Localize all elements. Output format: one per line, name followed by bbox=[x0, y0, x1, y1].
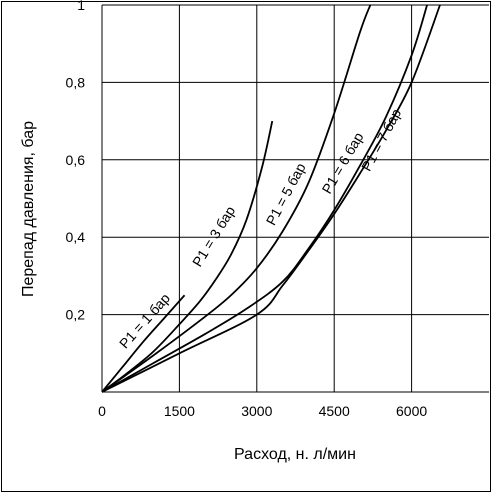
x-axis-label: Расход, н. л/мин bbox=[234, 446, 356, 463]
y-tick-label: 0,4 bbox=[66, 229, 86, 245]
y-axis-label: Перепад давления, бар bbox=[20, 121, 37, 297]
y-tick-label: 0,8 bbox=[66, 74, 86, 90]
series-layer bbox=[101, 4, 441, 393]
series-line bbox=[101, 294, 186, 393]
series-line bbox=[101, 4, 428, 393]
series-line bbox=[101, 4, 372, 393]
x-tick-label: 0 bbox=[98, 403, 106, 419]
x-tick-label: 6000 bbox=[396, 403, 427, 419]
tick-labels: 0 1500 3000 4500 6000 0,2 0,4 0,6 0,8 1 bbox=[66, 0, 428, 419]
grid bbox=[101, 4, 489, 393]
series-line bbox=[101, 4, 441, 393]
series-label: P1 = 3 бар bbox=[189, 203, 238, 270]
x-tick-label: 1500 bbox=[164, 403, 195, 419]
y-tick-label: 0,6 bbox=[66, 152, 86, 168]
series-label: P1 = 5 бар bbox=[263, 160, 309, 228]
x-tick-label: 4500 bbox=[319, 403, 350, 419]
y-tick-label: 0,2 bbox=[66, 307, 86, 323]
x-tick-label: 3000 bbox=[241, 403, 272, 419]
series-line bbox=[101, 120, 274, 393]
series-label: P1 = 1 бар bbox=[116, 290, 173, 352]
y-tick-label: 1 bbox=[77, 0, 85, 13]
